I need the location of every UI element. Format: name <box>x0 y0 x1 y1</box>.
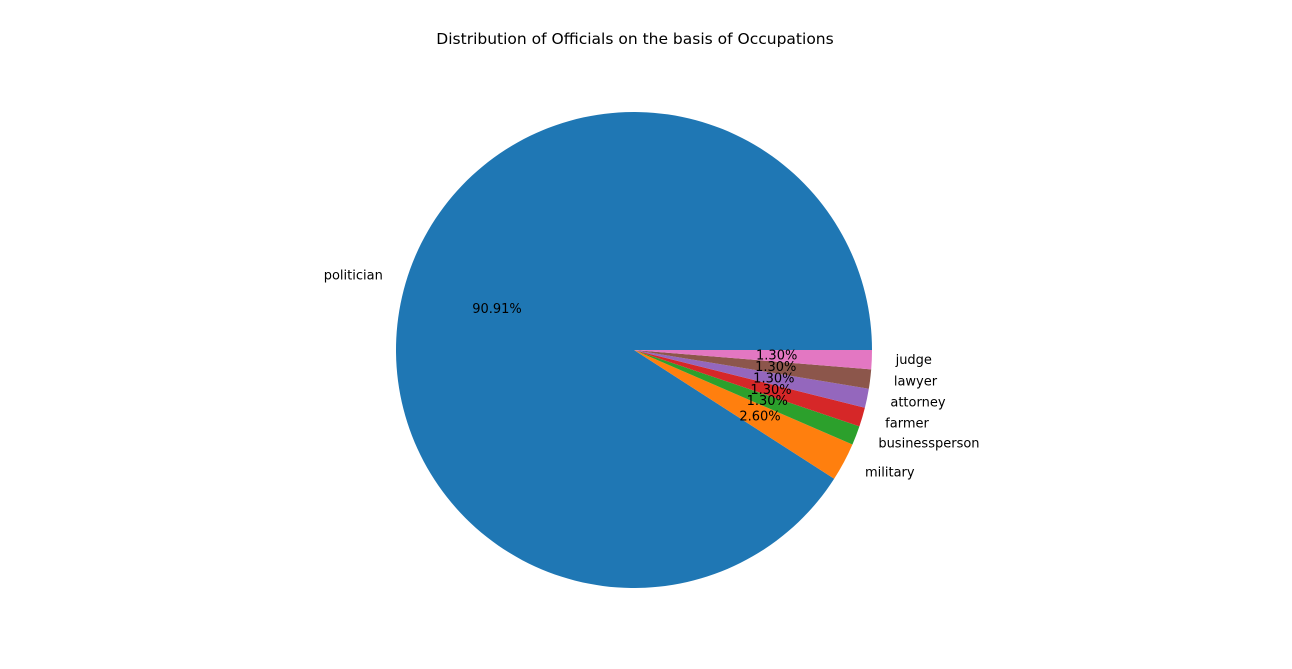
pie-slice-judge <box>634 350 872 370</box>
percent-label-farmer: 1.30% <box>750 383 791 398</box>
percent-label-judge: 1.30% <box>756 348 797 363</box>
percent-labels: 90.91%2.60%1.30%1.30%1.30%1.30%1.30% <box>472 302 797 424</box>
slice-label-lawyer: lawyer <box>894 374 938 389</box>
pie-slice-attorney <box>634 350 869 408</box>
percent-label-businessperson: 1.30% <box>747 394 788 409</box>
pie-slice-lawyer <box>634 350 872 389</box>
slice-label-military: military <box>865 466 915 481</box>
chart-title: Distribution of Officials on the basis o… <box>436 30 833 48</box>
slice-label-judge: judge <box>895 353 932 368</box>
slice-label-farmer: farmer <box>885 416 929 431</box>
pie-slice-politician <box>396 111 872 588</box>
slice-label-attorney: attorney <box>890 396 945 411</box>
slice-label-politician: politician <box>324 269 383 284</box>
pie-slices <box>396 111 872 588</box>
slice-labels: politician military businessperson farmer at… <box>324 269 980 481</box>
percent-label-lawyer: 1.30% <box>755 360 796 375</box>
pie-slice-farmer <box>634 350 865 427</box>
slice-label-businessperson: businessperson <box>878 437 979 452</box>
percent-label-politician: 90.91% <box>472 302 522 317</box>
percent-label-military: 2.60% <box>739 410 780 425</box>
percent-label-attorney: 1.30% <box>753 371 794 386</box>
pie-slice-military <box>634 350 853 479</box>
pie-slice-businessperson <box>634 350 860 445</box>
